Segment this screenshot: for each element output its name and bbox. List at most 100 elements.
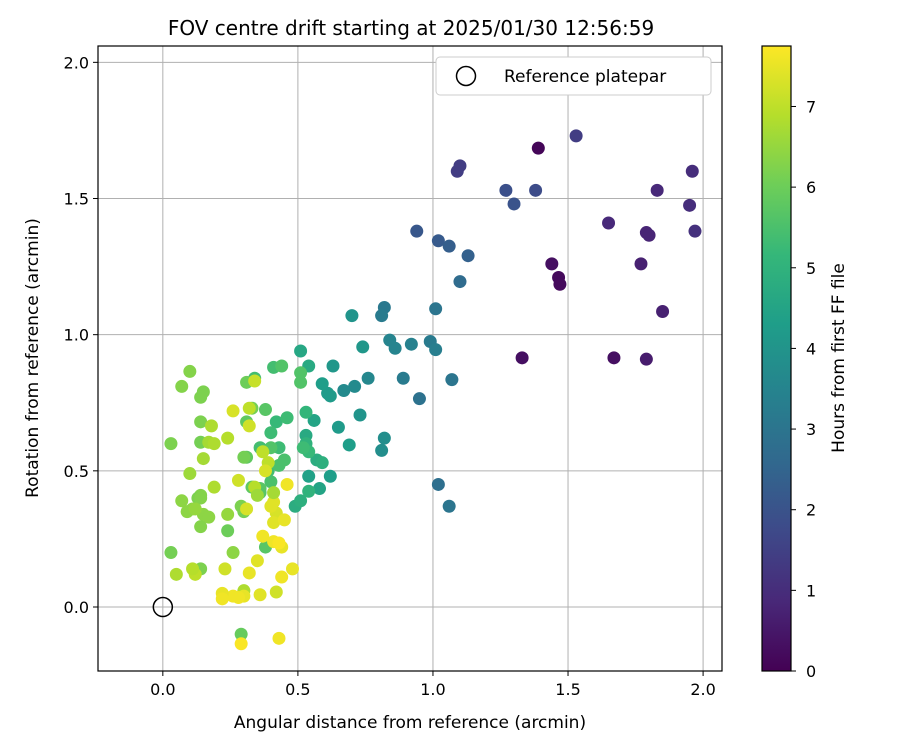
colorbar-ticks: 0 1 2 3 4 5 6 7	[791, 97, 816, 681]
y-tick-label: 1.0	[64, 326, 89, 345]
data-point	[280, 411, 294, 425]
data-point	[650, 183, 664, 197]
data-point	[285, 562, 299, 576]
y-tick-label: 2.0	[64, 53, 89, 72]
data-point	[169, 567, 183, 581]
data-point	[256, 529, 270, 543]
data-point	[272, 631, 286, 645]
data-point	[242, 566, 256, 580]
data-point	[348, 379, 362, 393]
data-point	[531, 141, 545, 155]
reference-marker-layer	[152, 596, 174, 618]
data-point	[215, 592, 229, 606]
colorbar-label: Hours from first FF file	[829, 263, 849, 453]
data-point	[186, 562, 200, 576]
data-point	[256, 445, 270, 459]
data-point	[253, 588, 267, 602]
y-axis-label: Rotation from reference (arcmin)	[23, 218, 43, 498]
data-point	[204, 419, 218, 433]
data-point	[326, 359, 340, 373]
data-point	[234, 627, 248, 641]
data-point	[410, 224, 424, 238]
data-point	[248, 374, 262, 388]
data-point	[602, 216, 616, 230]
data-point	[277, 513, 291, 527]
data-point	[302, 469, 316, 483]
data-point	[267, 516, 281, 530]
data-point	[194, 390, 208, 404]
data-point	[315, 377, 329, 391]
y-tick-label: 1.5	[64, 190, 89, 209]
data-point	[323, 389, 337, 403]
data-point	[221, 524, 235, 538]
data-point	[353, 408, 367, 422]
data-point	[342, 438, 356, 452]
data-point	[545, 257, 559, 271]
data-point	[429, 343, 443, 357]
data-point	[207, 480, 221, 494]
data-point	[299, 405, 313, 419]
data-point	[188, 502, 202, 516]
data-point	[529, 183, 543, 197]
data-point	[515, 351, 529, 365]
data-point	[445, 373, 459, 387]
data-point	[175, 379, 189, 393]
data-point	[242, 401, 256, 415]
x-tick-label: 1.5	[555, 680, 580, 699]
data-point	[685, 164, 699, 178]
colorbar-tick-label: 5	[806, 259, 816, 278]
data-point	[194, 491, 208, 505]
data-point	[642, 228, 656, 242]
data-point	[237, 450, 251, 464]
data-point	[507, 197, 521, 211]
data-point	[164, 437, 178, 451]
data-point	[453, 275, 467, 289]
y-tick-label: 0.0	[64, 598, 89, 617]
data-point	[431, 477, 445, 491]
data-point	[272, 536, 286, 550]
y-tick-label: 0.5	[64, 462, 89, 481]
data-point	[183, 467, 197, 481]
data-point	[331, 420, 345, 434]
data-point	[275, 359, 289, 373]
legend-entry-label: Reference platepar	[504, 67, 666, 87]
data-point	[234, 637, 248, 651]
data-point	[221, 507, 235, 521]
x-tick-label: 0.0	[150, 680, 175, 699]
data-point	[264, 475, 278, 489]
data-point	[431, 234, 445, 248]
data-point	[164, 546, 178, 560]
data-point	[313, 482, 327, 496]
data-point	[194, 415, 208, 429]
colorbar-tick-label: 4	[806, 339, 816, 358]
data-point	[356, 340, 370, 354]
data-point	[396, 371, 410, 385]
data-point	[218, 562, 232, 576]
legend: Reference platepar	[435, 56, 712, 96]
data-point	[307, 413, 321, 427]
data-point	[429, 302, 443, 316]
data-point	[294, 366, 308, 380]
data-point	[258, 464, 272, 478]
colorbar-gradient	[761, 45, 792, 672]
data-point	[639, 352, 653, 366]
data-point	[302, 484, 316, 498]
data-point	[553, 277, 567, 291]
colorbar-tick-label: 0	[806, 662, 816, 681]
legend-box	[435, 56, 712, 96]
data-point	[269, 415, 283, 429]
data-points	[164, 129, 702, 651]
data-point	[656, 305, 670, 319]
data-point	[323, 469, 337, 483]
data-point	[461, 249, 475, 263]
data-point	[361, 371, 375, 385]
data-point	[226, 589, 240, 603]
data-point	[375, 443, 389, 457]
data-point	[275, 570, 289, 584]
data-point	[194, 520, 208, 534]
y-axis-ticks: 0.0 0.5 1.0 1.5 2.0	[64, 53, 98, 617]
colorbar-tick-label: 1	[806, 581, 816, 600]
data-point	[294, 344, 308, 358]
plot-frame	[97, 45, 723, 672]
x-axis-label: Angular distance from reference (arcmin)	[234, 713, 586, 733]
